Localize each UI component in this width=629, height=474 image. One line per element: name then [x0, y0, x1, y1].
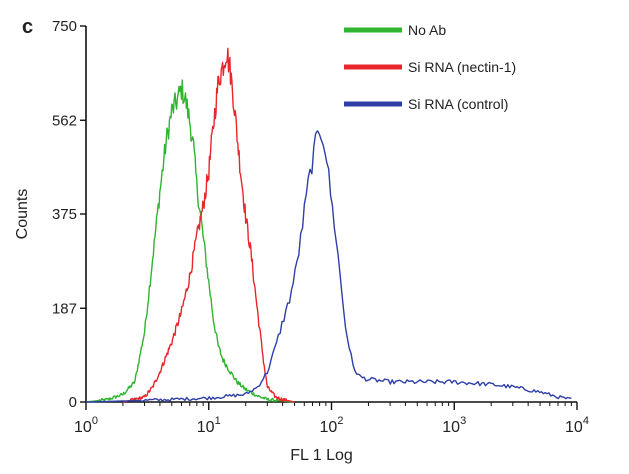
series-line-1 — [122, 47, 295, 403]
x-tick-label: 103 — [442, 415, 466, 436]
panel-label: c — [22, 16, 34, 38]
x-axis-label: FL 1 Log — [290, 447, 353, 464]
y-tick-label: 187 — [52, 300, 77, 317]
x-tick-label: 101 — [197, 415, 221, 436]
x-tick-label: 104 — [565, 415, 589, 436]
x-tick-label: 100 — [74, 415, 98, 436]
legend-label-2: Si RNA (control) — [408, 96, 508, 112]
y-tick-label: 0 — [69, 394, 77, 411]
y-axis-label: Counts — [14, 189, 31, 240]
y-tick-label: 750 — [52, 18, 77, 35]
y-tick-label: 375 — [52, 206, 77, 223]
legend-label-0: No Ab — [408, 22, 446, 38]
legend-label-1: Si RNA (nectin-1) — [408, 59, 516, 75]
x-tick-label: 102 — [320, 415, 344, 436]
y-tick-label: 562 — [52, 112, 77, 129]
series-line-0 — [85, 79, 295, 403]
series-line-2 — [85, 130, 572, 403]
